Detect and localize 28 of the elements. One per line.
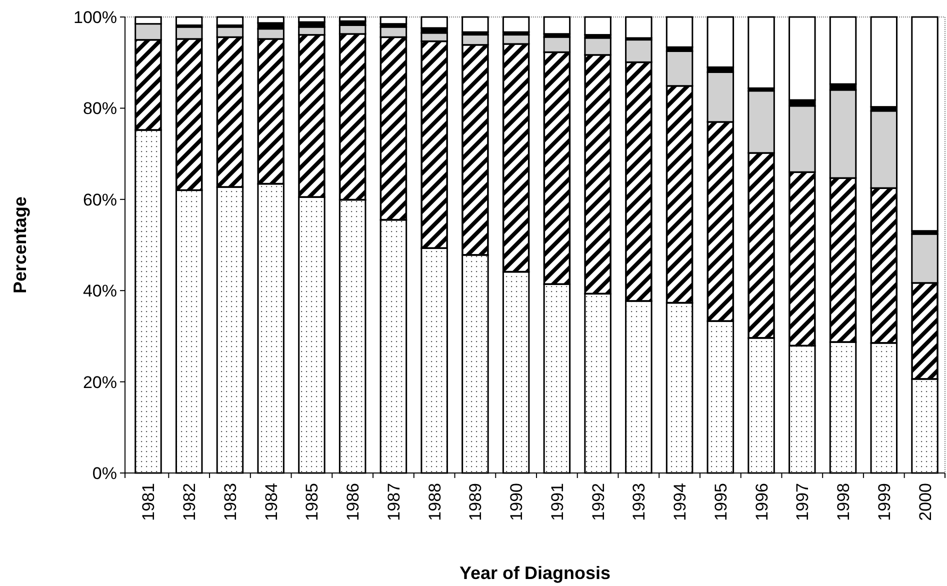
y-tick-label: 100%: [74, 8, 117, 27]
x-tick-label: 1989: [466, 483, 486, 521]
x-tick-label: 1984: [262, 483, 281, 521]
x-tick-label: 1986: [344, 483, 363, 521]
x-tick-label: 1990: [507, 483, 526, 521]
x-tick-label: 2000: [916, 483, 935, 521]
y-tick-label: 0%: [92, 464, 117, 483]
x-tick-label: 1982: [180, 483, 200, 521]
x-tick-label: 1996: [752, 483, 772, 521]
y-axis-title: Percentage: [10, 196, 30, 294]
y-tick-label: 20%: [82, 372, 117, 392]
y-tick-label: 80%: [82, 99, 117, 118]
x-tick-label: 1997: [793, 483, 812, 521]
x-tick-label: 1988: [425, 483, 444, 521]
x-tick-label: 1991: [548, 483, 567, 521]
x-tick-label: 1992: [588, 483, 608, 521]
x-tick-label: 1983: [220, 483, 240, 521]
x-tick-label: 1987: [384, 483, 404, 521]
x-tick-label: 1995: [711, 483, 730, 521]
x-tick-label: 1994: [670, 483, 690, 521]
x-tick-label: 1993: [630, 483, 649, 521]
x-tick-label: 1998: [834, 483, 854, 521]
x-axis-title: Year of Diagnosis: [459, 563, 611, 583]
x-tick-label: 1985: [302, 483, 322, 521]
y-tick-label: 60%: [82, 190, 117, 210]
x-tick-label: 1981: [139, 483, 158, 521]
x-tick-label: 1999: [874, 483, 894, 521]
y-tick-label: 40%: [82, 282, 117, 301]
